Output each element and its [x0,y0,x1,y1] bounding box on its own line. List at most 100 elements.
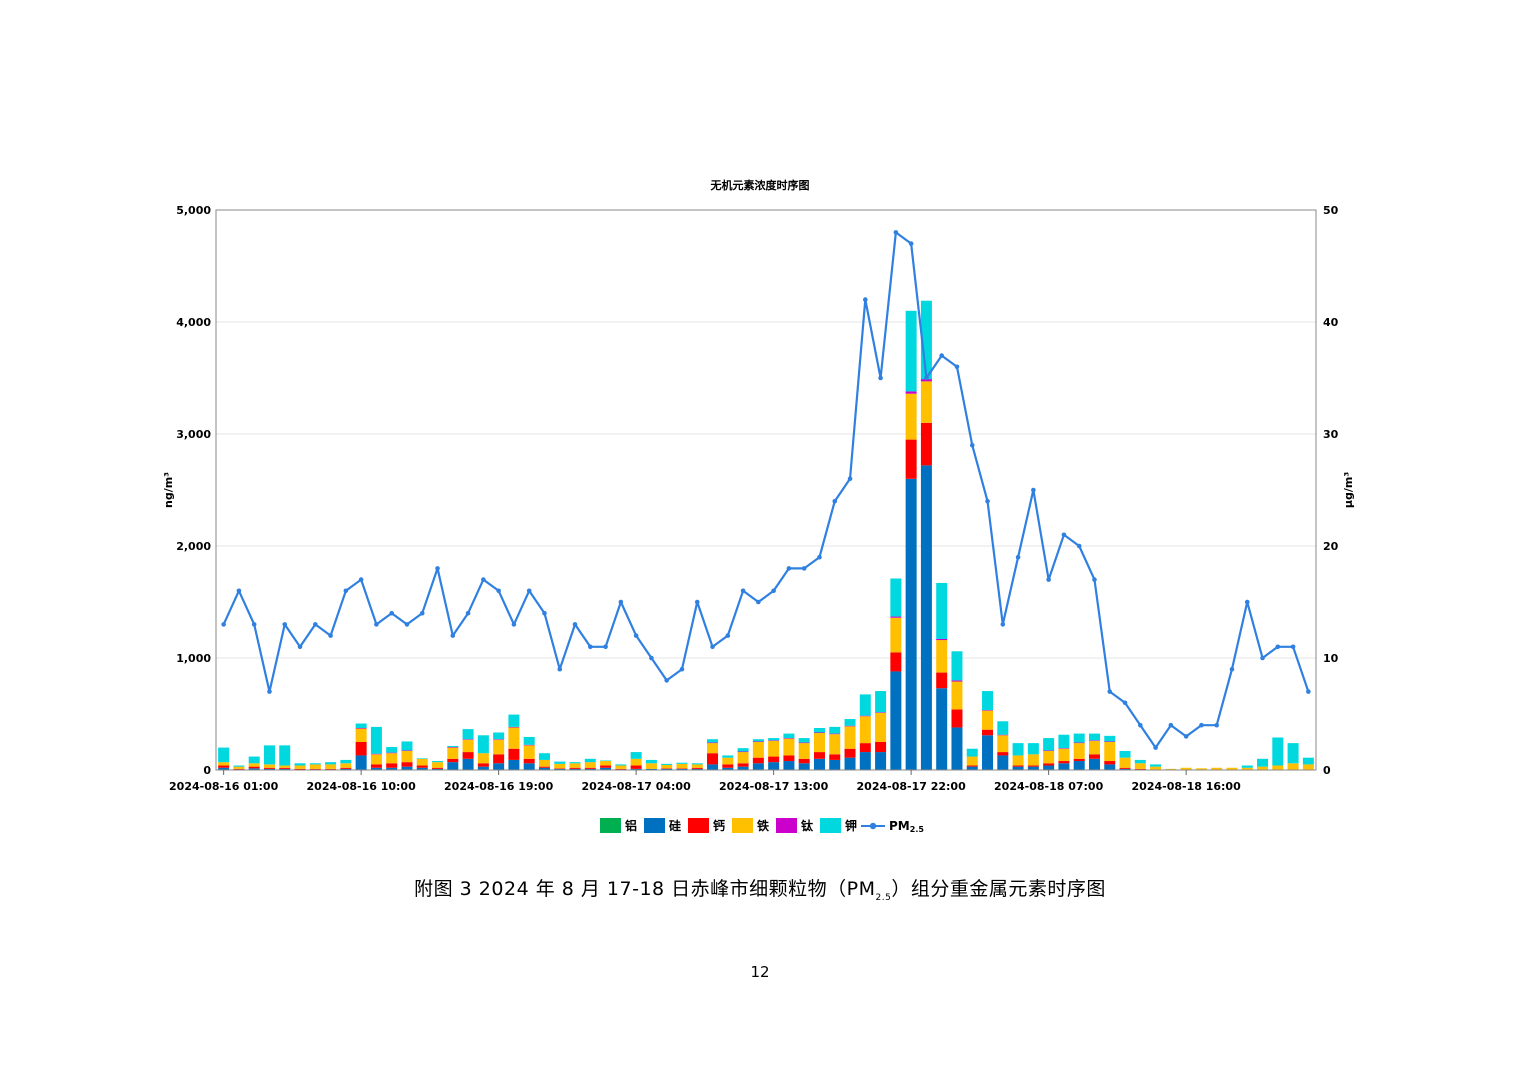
bar-segment [279,765,291,768]
bar-segment [982,735,994,770]
bar-segment [1027,766,1039,770]
bar-segment [386,752,398,754]
bar-segment [691,764,703,768]
bar-segment [447,758,459,763]
bar-segment [309,764,321,769]
bar-segment [630,752,642,759]
bar-segment [294,763,306,766]
bar-segment [1119,757,1131,768]
bar-segment [600,767,612,770]
bar-segment [1104,761,1116,765]
y-tick-label: 3,000 [176,428,211,441]
legend-line-marker [869,822,877,830]
bar-segment [325,768,337,770]
bar-segment [416,758,428,766]
bar-segment [875,752,887,770]
bar-segment [432,768,444,770]
bar-segment [829,759,841,770]
bar-segment [1073,761,1085,770]
bar-segment [966,756,978,766]
bar-segment [783,733,795,739]
bar-segment [600,765,612,768]
bar-segment [355,728,367,729]
pm25-point [908,241,914,246]
bar-segment [951,709,963,728]
bar-segment [737,752,749,764]
bar-segment [722,757,734,765]
bar-segment [1104,741,1116,742]
bar-segment [890,652,902,672]
bar-segment [401,750,413,751]
bar-segment [982,729,994,736]
bar-segment [1287,743,1299,764]
x-tick-label: 2024-08-16 19:00 [444,780,554,793]
bar-segment [813,758,825,770]
bar-segment [1058,748,1070,749]
x-tick-label: 2024-08-17 13:00 [719,780,829,793]
bar-segment [1257,766,1269,770]
bar-segment [538,766,550,768]
pm25-line [221,230,1311,750]
pm25-point [389,610,394,616]
chart-title: 无机元素浓度时序图 [710,178,810,192]
bar-segment [248,756,260,764]
pm25-point [618,599,624,605]
bar-segment [936,672,948,689]
pm25-point [954,364,960,370]
bar-segment [508,714,520,727]
bar-segment [1058,734,1070,749]
bar-segment [707,764,719,770]
pm25-point [1168,722,1174,728]
bar-segment [355,755,367,770]
bar-segment [569,763,581,768]
bar-segment [783,755,795,762]
bars [218,300,1314,770]
pm25-point [1229,666,1235,672]
bar-segment [875,742,887,753]
pm25-point [1214,722,1219,728]
pm25-point [924,375,929,381]
bar-segment [722,767,734,770]
bar-segment [1104,742,1116,762]
bar-segment [707,742,719,744]
bar-segment [859,716,871,744]
bar-segment [447,747,459,748]
pm25-point [328,633,333,638]
bar-segment [829,733,841,735]
bar-segment [1272,737,1284,766]
bar-segment [279,767,291,769]
bar-segment [462,739,474,740]
bar-segment [508,727,520,749]
pm25-point [1260,655,1265,661]
bar-segment [768,762,780,770]
bar-segment [493,739,505,755]
x-tick-label: 2024-08-17 04:00 [582,780,692,793]
bar-segment [966,766,978,770]
bar-segment [1012,743,1024,756]
bar-segment [1134,768,1146,770]
bar-segment [569,768,581,770]
x-tick-label: 2024-08-18 07:00 [994,780,1104,793]
bar-segment [263,764,275,768]
bar-segment [997,752,1009,756]
bar-segment [1012,765,1024,767]
pm25-point [679,666,685,672]
bar-segment [997,755,1009,770]
bar-segment [875,712,887,742]
bar-segment [447,747,459,759]
pm25-point [465,610,471,616]
legend-swatch [732,818,753,833]
bar-segment [630,758,642,766]
y2-tick-label: 50 [1323,204,1339,217]
pm25-point [267,689,272,694]
bar-segment [1088,733,1100,741]
pm25-point [404,622,410,627]
pm25-point [1138,722,1143,728]
pm25-point [419,610,425,616]
pm25-line-path [222,231,1310,749]
bar-segment [538,759,550,767]
bar-segment [569,767,581,769]
bar-segment [661,768,673,770]
bar-segment [966,748,978,757]
bar-segment [309,763,321,765]
